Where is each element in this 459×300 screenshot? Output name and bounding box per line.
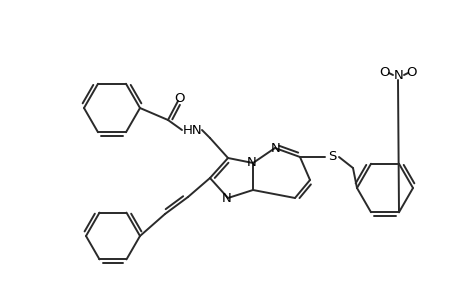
Text: N: N: [246, 157, 256, 169]
Text: O: O: [174, 92, 185, 104]
Text: O: O: [379, 65, 389, 79]
Text: HN: HN: [183, 124, 202, 136]
Text: S: S: [327, 151, 336, 164]
Text: N: N: [222, 193, 231, 206]
Text: O: O: [406, 65, 416, 79]
Text: N: N: [393, 68, 403, 82]
Text: N: N: [270, 142, 280, 154]
